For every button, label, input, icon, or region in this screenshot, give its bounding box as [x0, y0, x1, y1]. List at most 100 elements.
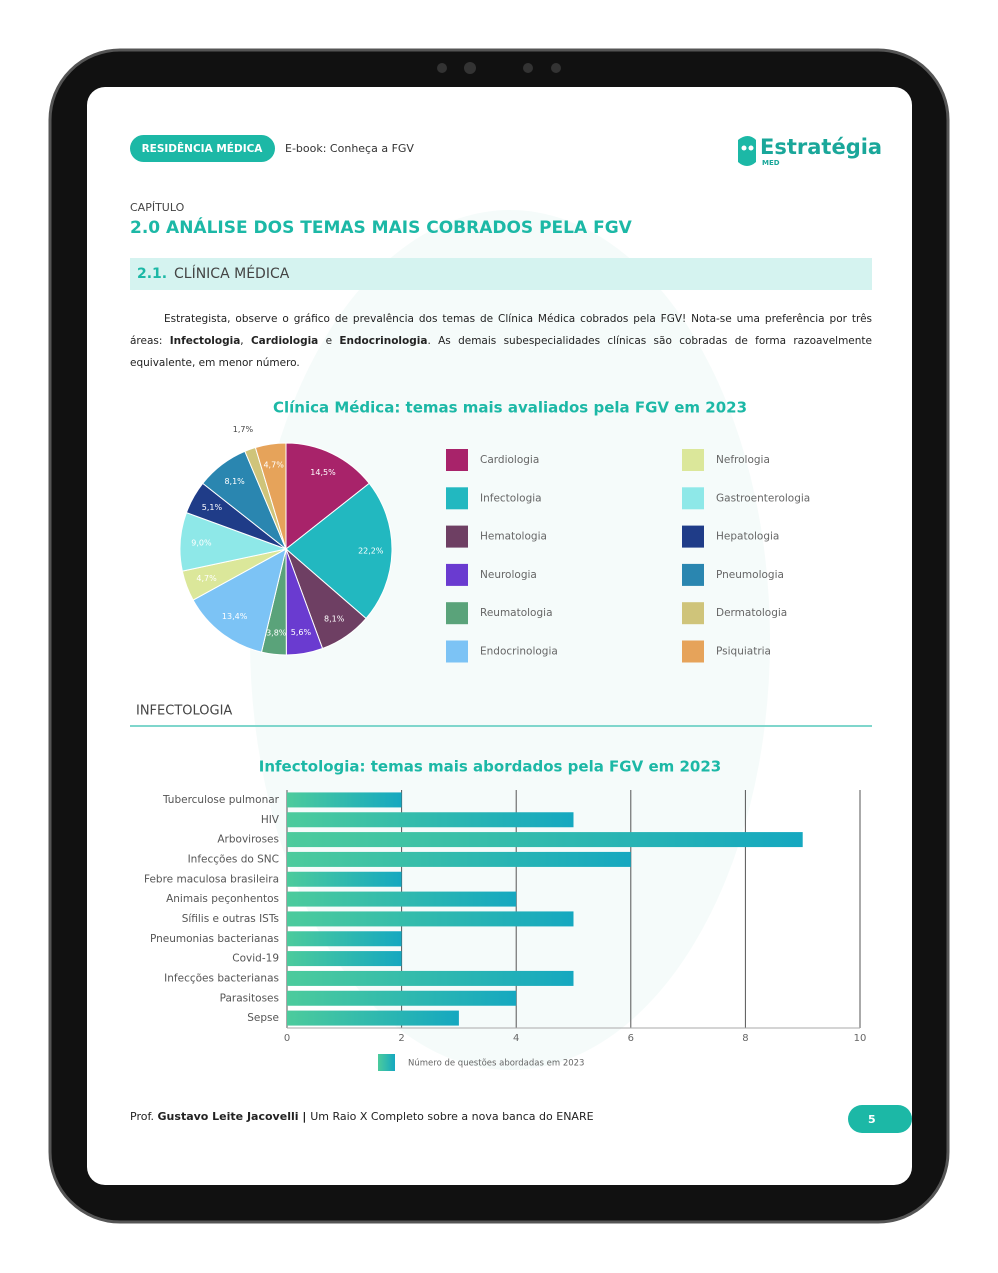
slice-label: 4,7%	[263, 461, 284, 470]
camera	[523, 63, 533, 73]
y-tick-label: Animais peçonhentos	[166, 893, 279, 905]
y-tick-label: Arboviroses	[217, 834, 279, 846]
legend-swatch	[446, 525, 468, 548]
bar	[287, 812, 574, 828]
slice-label: 14,5%	[310, 468, 336, 477]
subsection: INFECTOLOGIA	[136, 704, 232, 719]
text-run: Gustavo Leite Jacovelli	[157, 1110, 299, 1123]
slice-label: 8,1%	[324, 614, 345, 623]
pie-slice	[192, 548, 287, 653]
pie-slice	[254, 442, 287, 550]
legend-swatch	[682, 487, 704, 510]
ebook: E-book: Conheça a FGV	[285, 142, 414, 155]
chart-title: Clínica Médica: temas mais avaliados pel…	[273, 399, 747, 417]
x-tick-label: 10	[854, 1033, 867, 1044]
bar	[287, 951, 402, 967]
text-run: ,	[240, 335, 251, 347]
pie-slice	[285, 442, 370, 551]
x-tick-label: 8	[742, 1033, 748, 1044]
legend-label: Gastroenterologia	[716, 492, 810, 504]
y-tick-label: Sífilis e outras ISTs	[182, 913, 279, 925]
y-tick-label: Covid-19	[232, 953, 279, 965]
bar	[287, 871, 402, 887]
camera	[464, 62, 476, 74]
legend-swatch	[682, 449, 704, 471]
legend-label: Reumatologia	[480, 607, 553, 619]
logo-eye	[741, 145, 747, 151]
legend-label: Hematologia	[480, 531, 547, 543]
x-tick-label: 6	[628, 1033, 634, 1044]
text-run: e	[318, 335, 340, 347]
legend-swatch	[446, 449, 468, 471]
legend-swatch	[682, 602, 704, 625]
paragraph: Estrategista, observe o gráfico de preva…	[130, 308, 872, 374]
legend-label: Número de questões abordadas em 2023	[408, 1059, 584, 1069]
logo-sub: MED	[762, 159, 780, 167]
slice-label: 9,0%	[191, 539, 212, 548]
legend-label: Nefrologia	[716, 454, 770, 466]
pie-slice	[285, 482, 393, 620]
logo-eye	[748, 145, 754, 151]
badge-text: RESIDÊNCIA MÉDICA	[142, 142, 264, 155]
legend-swatch	[446, 602, 468, 625]
x-tick-label: 4	[513, 1033, 519, 1044]
bar	[287, 931, 402, 947]
bar	[287, 891, 517, 907]
section-bar	[130, 258, 872, 290]
legend-label: Pneumologia	[716, 569, 784, 581]
slice-label: 5,1%	[202, 503, 223, 512]
bar	[287, 990, 517, 1006]
text-run: Estrategista, observe o gráfico de preva…	[130, 313, 872, 347]
legend-swatch	[682, 640, 704, 663]
text-run: . As demais subespecialidades clínicas s…	[130, 335, 872, 369]
x-tick-label: 0	[284, 1033, 290, 1044]
slice-label: 5,6%	[291, 628, 312, 637]
bar	[287, 792, 402, 808]
bar	[287, 911, 574, 927]
text-run: Prof.	[130, 1110, 158, 1123]
y-tick-label: Parasitoses	[220, 992, 279, 1004]
y-tick-label: Sepse	[247, 1012, 279, 1024]
slice-label: 22,2%	[358, 546, 384, 555]
bar	[287, 970, 574, 986]
legend-swatch	[446, 640, 468, 663]
legend-swatch	[446, 563, 468, 586]
logo: Estratégia	[760, 135, 882, 159]
legend-label: Hepatologia	[716, 531, 779, 543]
section-number: 2.1.	[137, 266, 167, 282]
legend-label: Dermatologia	[716, 607, 787, 619]
text-run: Infectologia	[169, 335, 241, 347]
legend-swatch	[378, 1054, 395, 1071]
page-number: 5	[868, 1113, 876, 1126]
camera	[551, 63, 561, 73]
x-tick-label: 2	[398, 1033, 404, 1044]
footer: Prof. Gustavo Leite Jacovelli | Um Raio …	[130, 1110, 594, 1123]
slice-label: 8,1%	[224, 477, 245, 486]
legend-label: Cardiologia	[480, 454, 539, 466]
bar	[287, 1010, 459, 1026]
bar	[287, 832, 803, 848]
y-tick-label: Infecções do SNC	[188, 853, 279, 865]
legend-label: Neurologia	[480, 569, 537, 581]
y-tick-label: Tuberculose pulmonar	[162, 794, 280, 806]
slice-label: 3,8%	[266, 629, 287, 638]
chart-title: Infectologia: temas mais abordados pela …	[259, 758, 721, 776]
page-pill	[848, 1105, 912, 1133]
text-run: |	[298, 1110, 311, 1123]
legend-label: Infectologia	[480, 492, 542, 504]
legend-swatch	[682, 563, 704, 586]
section-title: CLÍNICA MÉDICA	[174, 265, 290, 282]
chapter-label: CAPÍTULO	[130, 201, 185, 214]
legend-label: Psiquiatria	[716, 646, 771, 658]
y-tick-label: Infecções bacterianas	[164, 972, 279, 984]
text-run: Um Raio X Completo sobre a nova banca do…	[310, 1110, 594, 1123]
chapter-title: 2.0 ANÁLISE DOS TEMAS MAIS COBRADOS PELA…	[130, 216, 633, 238]
legend-swatch	[682, 525, 704, 548]
y-tick-label: HIV	[261, 814, 280, 826]
bar	[287, 851, 631, 867]
legend-swatch	[446, 487, 468, 510]
logo-icon	[738, 136, 756, 166]
y-tick-label: Pneumonias bacterianas	[150, 933, 279, 945]
